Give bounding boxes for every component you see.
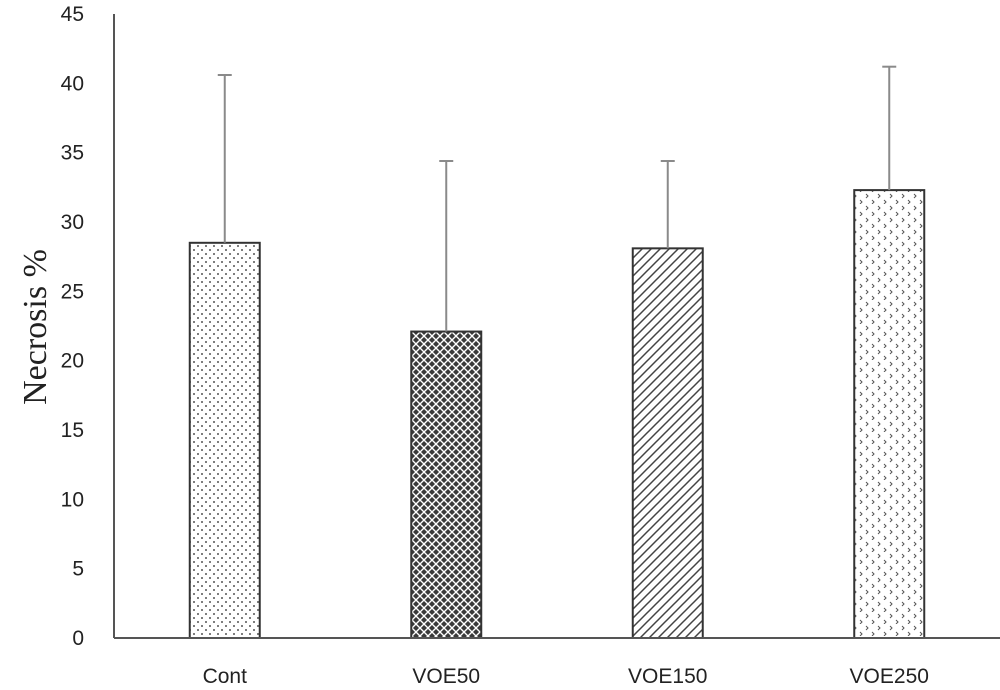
y-tick-label: 35 — [61, 142, 84, 165]
x-tick-label: Cont — [203, 665, 248, 688]
y-axis-title: Necrosis % — [17, 249, 54, 405]
y-tick-label: 10 — [61, 488, 84, 511]
bar-cont — [188, 241, 261, 640]
bar-voe250 — [853, 189, 926, 640]
y-tick-label: 30 — [61, 211, 84, 234]
y-tick-label: 15 — [61, 419, 84, 442]
x-tick-label: VOE150 — [628, 665, 707, 688]
bar-voe150 — [631, 247, 704, 639]
y-tick-label: 0 — [72, 627, 84, 650]
y-axis-ticks: 0 5 10 15 20 25 30 35 40 45 — [61, 3, 84, 650]
x-tick-label: VOE250 — [850, 665, 929, 688]
y-tick-label: 20 — [61, 350, 84, 373]
error-bars — [217, 65, 897, 332]
bars — [188, 189, 926, 640]
x-axis-labels: Cont VOE50 VOE150 VOE250 — [203, 665, 929, 688]
y-tick-label: 40 — [61, 72, 84, 95]
y-tick-label: 25 — [61, 280, 84, 303]
y-tick-label: 45 — [61, 3, 84, 26]
x-tick-label: VOE50 — [412, 665, 480, 688]
bar-voe50 — [410, 330, 483, 639]
y-tick-label: 5 — [72, 558, 84, 581]
